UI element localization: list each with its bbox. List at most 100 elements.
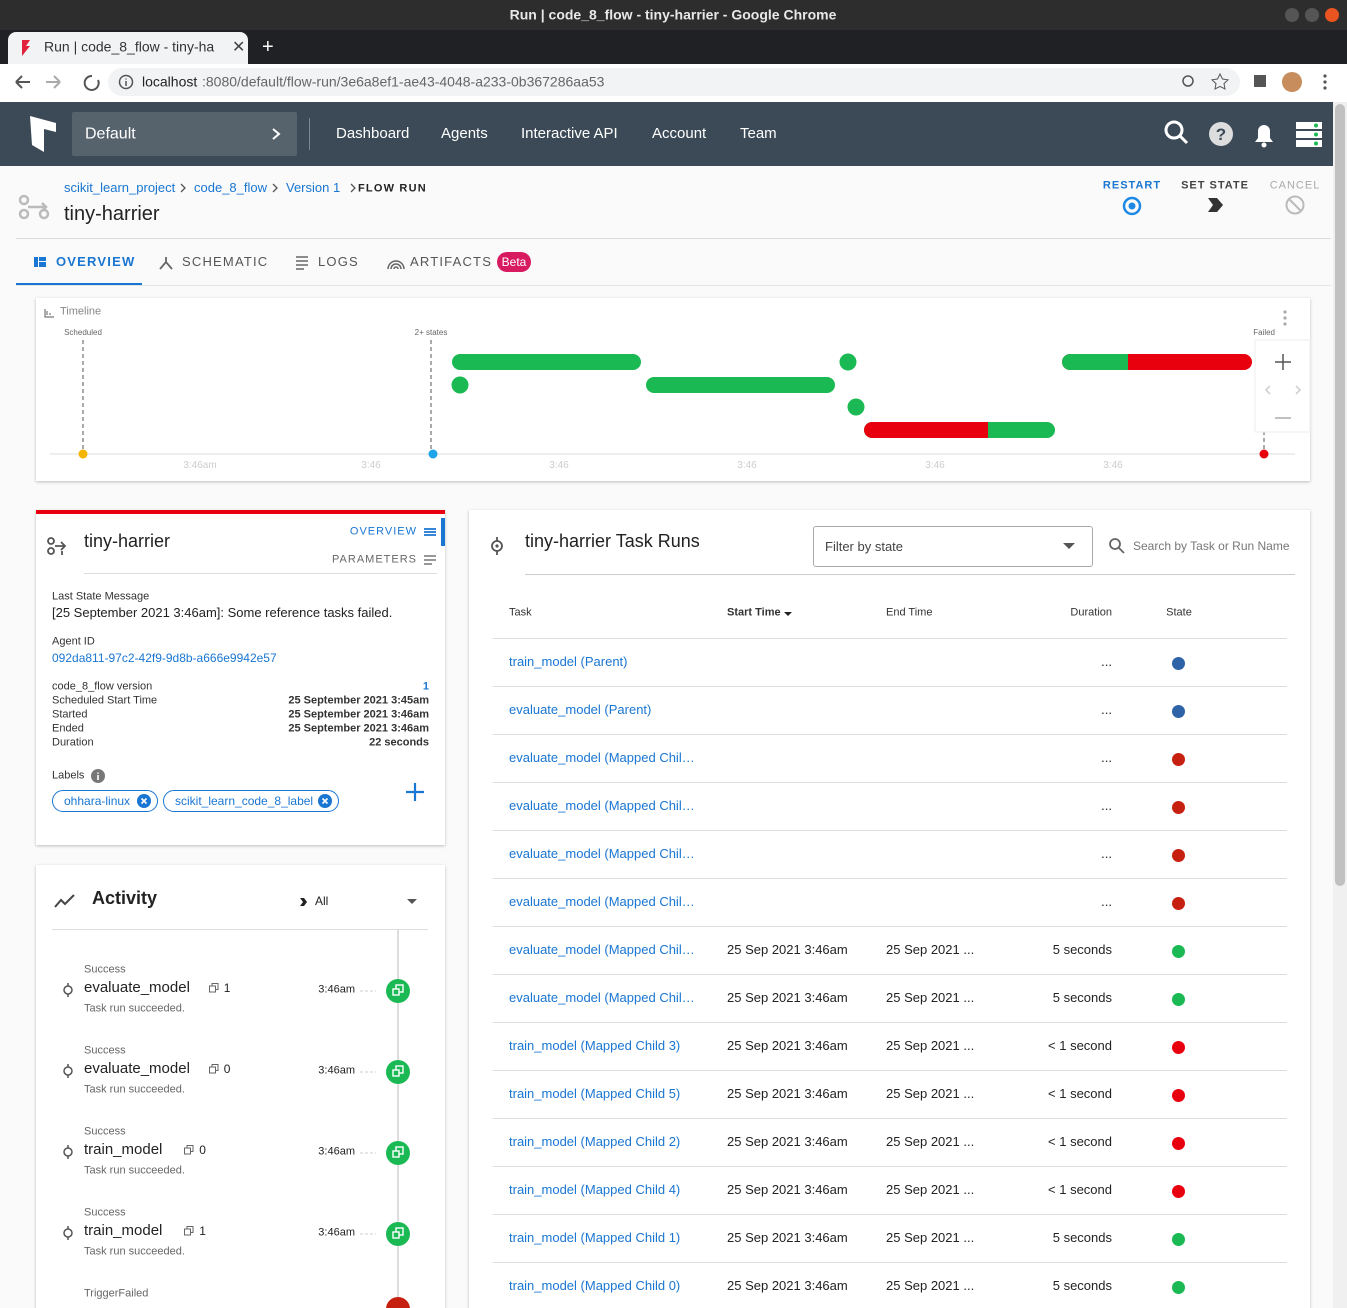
url-host: localhost bbox=[142, 73, 198, 90]
task-link[interactable]: train_model (Mapped Child 3) bbox=[509, 1038, 681, 1054]
duration: ... bbox=[1101, 894, 1112, 910]
end-time: 25 Sep 2021 ... bbox=[886, 1278, 975, 1294]
row-divider bbox=[493, 974, 1287, 975]
task-link[interactable]: evaluate_model (Mapped Chil… bbox=[509, 798, 695, 814]
task-link[interactable]: train_model (Parent) bbox=[509, 654, 628, 670]
duration: ... bbox=[1101, 702, 1112, 718]
field-value: 25 September 2021 3:46am bbox=[288, 708, 429, 721]
remove-label[interactable] bbox=[137, 794, 151, 808]
state-dot bbox=[1172, 945, 1185, 958]
activity-marker bbox=[63, 1060, 410, 1084]
window-buttons[interactable] bbox=[1284, 7, 1344, 25]
nav-link[interactable]: Agents bbox=[441, 125, 488, 142]
detail-tab[interactable]: OVERVIEW bbox=[349, 525, 417, 538]
nav-link[interactable]: Account bbox=[652, 125, 707, 142]
team-selector[interactable] bbox=[72, 112, 297, 156]
toolbar-icons[interactable] bbox=[1180, 72, 1340, 92]
field-key: code_8_flow version bbox=[52, 680, 153, 693]
activity-task[interactable]: evaluate_model bbox=[84, 1060, 190, 1077]
tab[interactable]: LOGS bbox=[318, 254, 359, 270]
activity-filter[interactable]: All bbox=[315, 893, 329, 908]
dropdown-arrow bbox=[1063, 543, 1075, 549]
active-tab[interactable] bbox=[8, 32, 248, 64]
task-link[interactable]: evaluate_model (Mapped Chil… bbox=[509, 894, 695, 910]
end-time: 25 Sep 2021 ... bbox=[886, 1134, 975, 1150]
field-key: Ended bbox=[52, 722, 84, 735]
nav-link[interactable]: Dashboard bbox=[336, 125, 410, 142]
task-link[interactable]: evaluate_model (Mapped Chil… bbox=[509, 846, 695, 862]
map-index: 0 bbox=[199, 1142, 206, 1157]
scrollbar-thumb[interactable] bbox=[1335, 104, 1345, 886]
row-divider bbox=[493, 1214, 1287, 1215]
breadcrumb-separator bbox=[350, 183, 356, 193]
breadcrumb[interactable]: Version 1 bbox=[286, 180, 341, 196]
label-chip[interactable] bbox=[163, 790, 339, 812]
duration: < 1 second bbox=[1048, 1134, 1112, 1150]
activity-message: Task run succeeded. bbox=[84, 1245, 185, 1258]
filter-placeholder[interactable]: Filter by state bbox=[825, 539, 904, 555]
activity-task[interactable]: train_model bbox=[84, 1141, 163, 1158]
team-name[interactable]: Default bbox=[85, 125, 136, 143]
search-placeholder[interactable]: Search by Task or Run Name bbox=[1133, 538, 1290, 553]
task-link[interactable]: evaluate_model (Mapped Chil… bbox=[509, 750, 695, 766]
state-dot bbox=[1172, 993, 1185, 1006]
breadcrumb[interactable]: scikit_learn_project bbox=[64, 180, 176, 196]
badge-text: Beta bbox=[501, 254, 527, 269]
map-icon bbox=[184, 1226, 194, 1236]
start-time: 25 Sep 2021 3:46am bbox=[727, 1134, 848, 1150]
task-link[interactable]: train_model (Mapped Child 1) bbox=[509, 1230, 681, 1246]
divider bbox=[309, 118, 310, 150]
tab-title[interactable]: Run | code_8_flow - tiny-ha bbox=[44, 38, 215, 55]
task-link[interactable]: train_model (Mapped Child 5) bbox=[509, 1086, 681, 1102]
nav-buttons[interactable] bbox=[12, 72, 102, 92]
beta-badge bbox=[497, 252, 531, 272]
nav-link[interactable]: Interactive API bbox=[521, 125, 618, 142]
state-filter[interactable] bbox=[813, 526, 1093, 567]
timeline-graphic bbox=[44, 309, 1311, 459]
row-divider bbox=[493, 1022, 1287, 1023]
activity-state: Success bbox=[84, 963, 126, 976]
duration: ... bbox=[1101, 798, 1112, 814]
breadcrumb[interactable]: code_8_flow bbox=[194, 180, 267, 196]
task-link[interactable]: evaluate_model (Mapped Chil… bbox=[509, 990, 695, 1006]
task-link[interactable]: evaluate_model (Parent) bbox=[509, 702, 652, 718]
activity-task[interactable]: evaluate_model bbox=[84, 979, 190, 996]
task-link[interactable]: train_model (Mapped Child 0) bbox=[509, 1278, 681, 1294]
tabs-divider bbox=[16, 285, 1331, 286]
detail-tab[interactable]: PARAMETERS bbox=[332, 553, 417, 566]
add-label[interactable] bbox=[405, 782, 425, 802]
activity-message: Task run succeeded. bbox=[84, 1083, 185, 1096]
remove-label[interactable] bbox=[318, 794, 332, 808]
nav-icons[interactable]: ? bbox=[1162, 118, 1327, 150]
tab[interactable]: SCHEMATIC bbox=[182, 254, 269, 270]
agent-id[interactable]: 092da811-97c2-42f9-9d8b-a666e9942e57 bbox=[52, 650, 277, 665]
action-button[interactable]: SET STATE bbox=[1181, 179, 1249, 192]
tab[interactable]: OVERVIEW bbox=[56, 254, 136, 270]
activity-marker bbox=[63, 1141, 410, 1165]
action-icons[interactable] bbox=[1120, 194, 1310, 218]
task-link[interactable]: train_model (Mapped Child 2) bbox=[509, 1134, 681, 1150]
column-header: Task bbox=[509, 606, 532, 619]
activity-state: Success bbox=[84, 1206, 126, 1219]
action-button[interactable]: CANCEL bbox=[1269, 179, 1321, 192]
task-link[interactable]: evaluate_model (Mapped Chil… bbox=[509, 942, 695, 958]
nav-link[interactable]: Team bbox=[740, 125, 777, 142]
activity-state: Success bbox=[84, 1044, 126, 1057]
details-card bbox=[36, 510, 445, 845]
timeline-title: Timeline bbox=[60, 305, 102, 318]
task-link[interactable]: train_model (Mapped Child 4) bbox=[509, 1182, 681, 1198]
field-value[interactable]: 1 bbox=[422, 680, 429, 693]
label-chip[interactable] bbox=[52, 790, 158, 812]
tab[interactable]: ARTIFACTS bbox=[410, 254, 493, 270]
logo[interactable] bbox=[28, 114, 58, 154]
omnibox[interactable] bbox=[108, 68, 1240, 96]
breadcrumb-separator bbox=[272, 183, 278, 193]
label-text: ohhara-linux bbox=[64, 793, 131, 808]
tab-underline bbox=[16, 283, 142, 285]
task-runs-title: tiny-harrier Task Runs bbox=[525, 531, 700, 552]
activity-task[interactable]: train_model bbox=[84, 1222, 163, 1239]
action-button[interactable]: RESTART bbox=[1102, 179, 1162, 192]
timeline-marker: Scheduled bbox=[64, 328, 102, 338]
state-dot bbox=[1172, 1281, 1185, 1294]
